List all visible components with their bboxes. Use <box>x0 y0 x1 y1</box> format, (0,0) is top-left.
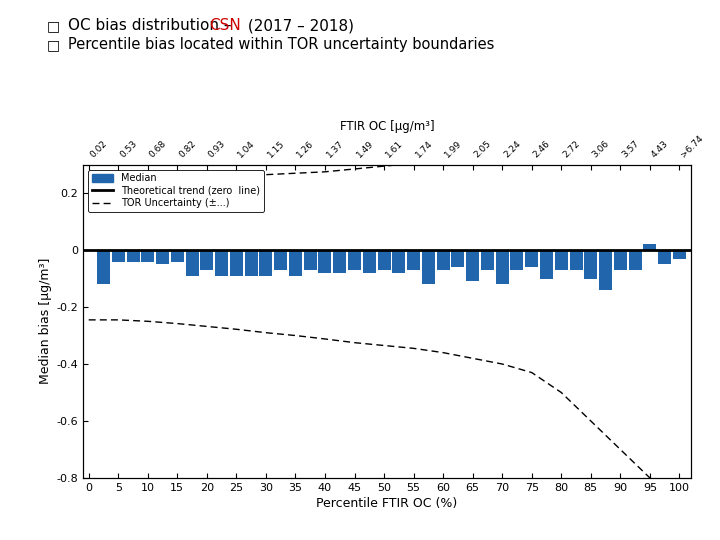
Bar <box>215 250 228 276</box>
X-axis label: Percentile FTIR OC (%): Percentile FTIR OC (%) <box>316 497 458 510</box>
Bar <box>171 250 184 261</box>
Bar <box>348 250 361 270</box>
Text: Percentile bias located within TOR uncertainty boundaries: Percentile bias located within TOR uncer… <box>68 37 495 52</box>
Bar <box>451 250 464 267</box>
Legend: Median, Theoretical trend (zero  line), TOR Uncertainty (±...): Median, Theoretical trend (zero line), T… <box>88 170 264 212</box>
Bar <box>629 250 642 270</box>
Text: (2017 – 2018): (2017 – 2018) <box>243 18 354 33</box>
Bar <box>658 250 671 265</box>
Bar <box>141 250 154 261</box>
Bar <box>466 250 479 281</box>
Bar <box>274 250 287 270</box>
Bar <box>585 250 598 279</box>
Bar <box>644 245 657 250</box>
Y-axis label: Median bias [μg/m³]: Median bias [μg/m³] <box>39 258 52 384</box>
Text: OC bias distribution –: OC bias distribution – <box>68 18 237 33</box>
Bar <box>422 250 435 284</box>
Bar <box>570 250 582 270</box>
Bar <box>525 250 539 267</box>
Bar <box>407 250 420 270</box>
Text: □: □ <box>47 19 60 33</box>
Bar <box>200 250 213 270</box>
Bar <box>318 250 331 273</box>
Bar <box>259 250 272 276</box>
Bar <box>614 250 627 270</box>
Bar <box>333 250 346 273</box>
Bar <box>156 250 169 265</box>
Text: □: □ <box>47 38 60 52</box>
Bar <box>510 250 523 270</box>
Text: CSN: CSN <box>209 18 240 33</box>
Bar <box>186 250 199 276</box>
Bar <box>363 250 376 273</box>
Bar <box>97 250 110 284</box>
Bar <box>230 250 243 276</box>
Bar <box>481 250 494 270</box>
Bar <box>392 250 405 273</box>
Bar <box>599 250 612 290</box>
Bar <box>436 250 449 270</box>
Bar <box>377 250 390 270</box>
Bar <box>112 250 125 261</box>
Bar <box>540 250 553 279</box>
Bar <box>127 250 140 261</box>
X-axis label: FTIR OC [μg/m³]: FTIR OC [μg/m³] <box>340 120 434 133</box>
Bar <box>289 250 302 276</box>
Bar <box>554 250 568 270</box>
Bar <box>245 250 258 276</box>
Bar <box>673 250 686 259</box>
Bar <box>495 250 508 284</box>
Bar <box>304 250 317 270</box>
